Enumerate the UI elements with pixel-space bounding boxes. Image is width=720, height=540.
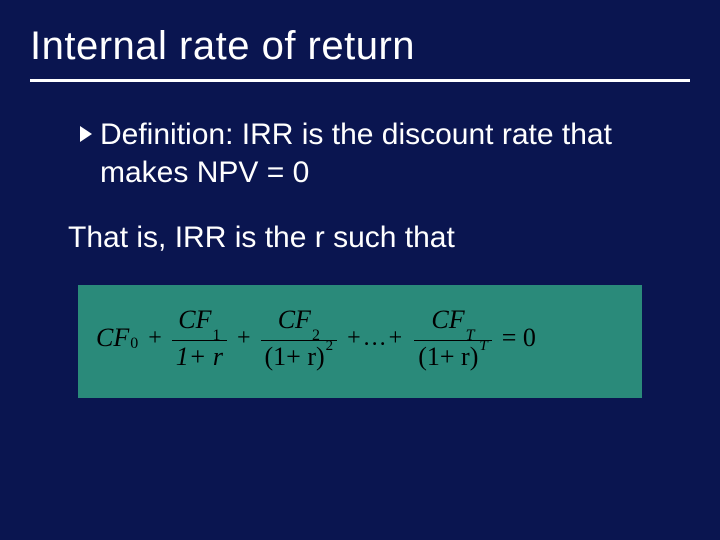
plus-icon: + [231, 325, 257, 352]
formula-cf0: CF0 [96, 323, 138, 353]
formula-box: CF0 + CF1 1+ r + CF2 (1+ r)2 +…+ CFT (1+… [78, 285, 642, 398]
body-line: That is, IRR is the r such that [30, 219, 690, 257]
formula-term-1: CF1 1+ r [172, 305, 227, 372]
formula-term-T: CFT (1+ r)T [414, 305, 491, 372]
bullet-text: Definition: IRR is the discount rate tha… [100, 116, 650, 191]
slide-title: Internal rate of return [30, 24, 690, 77]
bullet-item: Definition: IRR is the discount rate tha… [30, 116, 690, 191]
plus-icon: + [142, 325, 168, 352]
formula-term-2: CF2 (1+ r)2 [261, 305, 338, 372]
title-underline [30, 79, 690, 82]
triangle-bullet-icon [80, 126, 94, 147]
equals-zero: = 0 [496, 323, 536, 353]
ellipsis: +…+ [341, 325, 410, 352]
slide: Internal rate of return Definition: IRR … [0, 0, 720, 540]
